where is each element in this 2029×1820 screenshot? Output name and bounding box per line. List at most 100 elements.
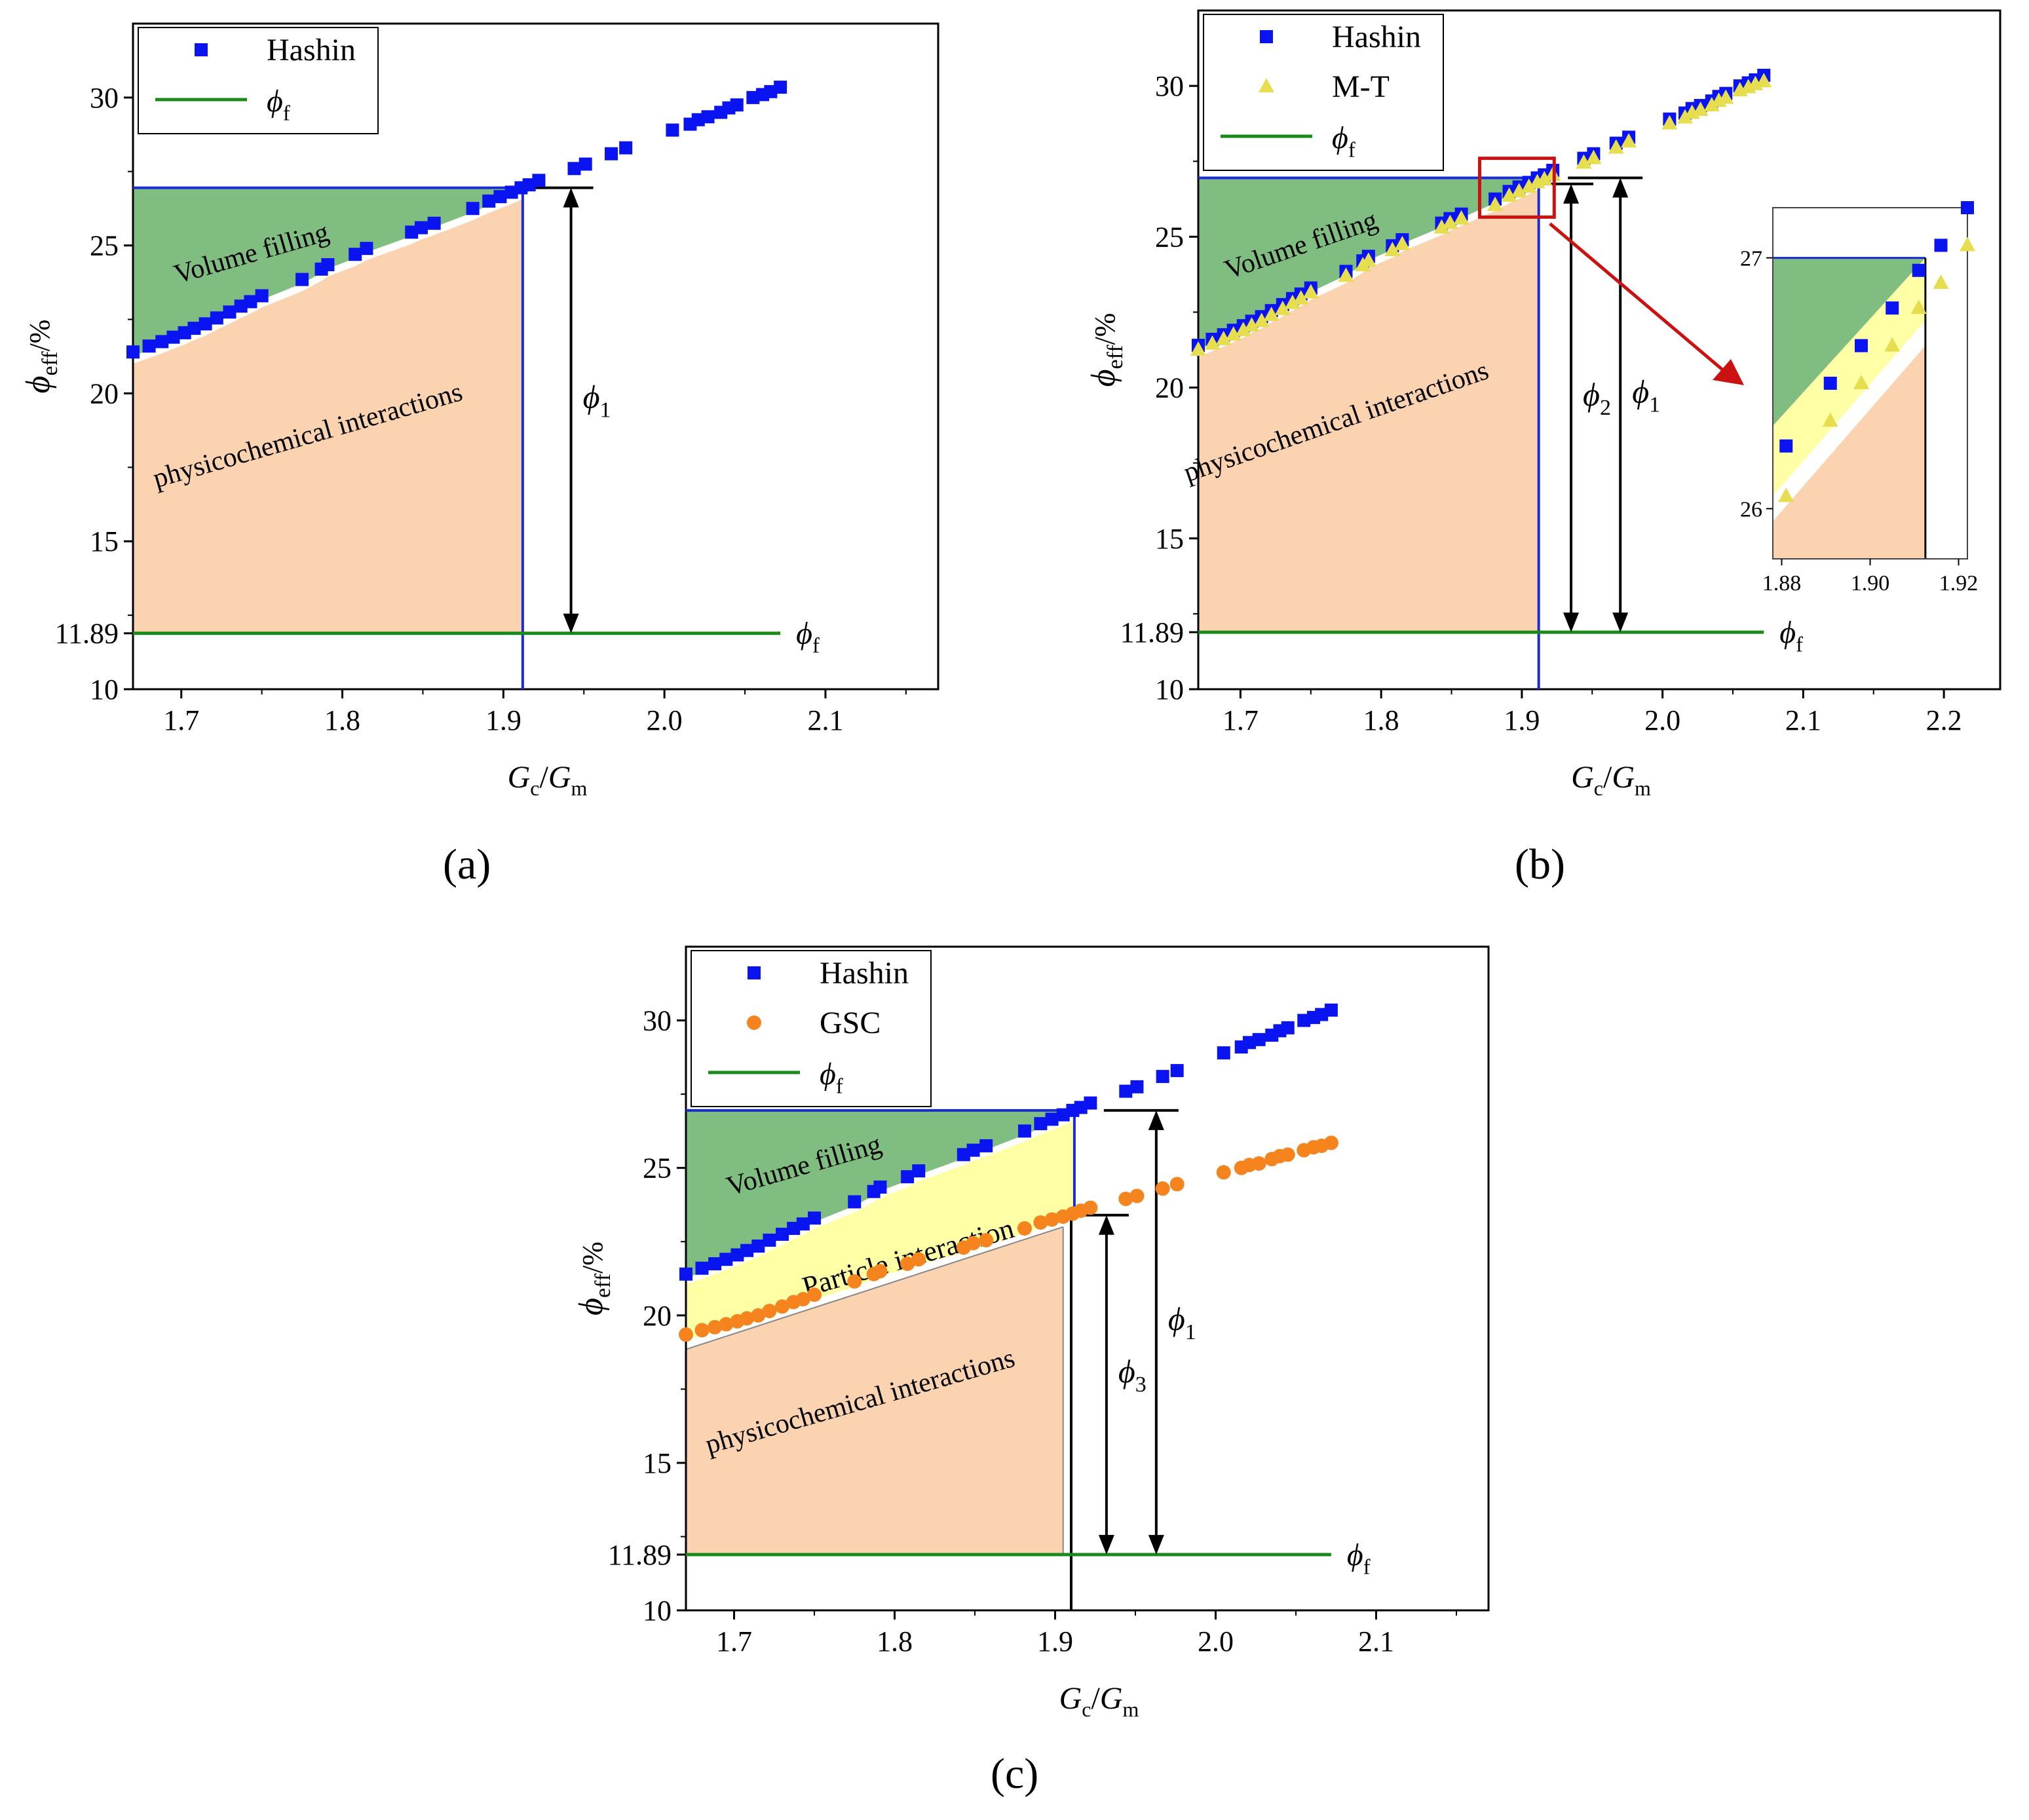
legend-phi-f-label: ϕf xyxy=(267,84,290,125)
gsc-point xyxy=(1323,1135,1338,1150)
mt-point xyxy=(1293,290,1309,305)
inset-particle-band xyxy=(1773,257,1925,497)
hashin-point xyxy=(751,1239,765,1253)
legend-entry-label: M-T xyxy=(1332,69,1390,104)
mt-point xyxy=(1284,294,1300,309)
zoom-arrow-head xyxy=(1713,359,1744,385)
hashin-point xyxy=(701,110,715,124)
hashin-point xyxy=(719,1253,733,1266)
gsc-point xyxy=(719,1317,734,1332)
x-tick-label: 2.2 xyxy=(1926,704,1962,736)
hashin-point xyxy=(349,248,362,261)
hashin-point xyxy=(679,1267,692,1281)
y-tick-label: 20 xyxy=(90,377,119,409)
hashin-point xyxy=(1045,1112,1059,1126)
legend-hashin-marker xyxy=(1260,30,1273,43)
y-tick-label: 30 xyxy=(90,82,119,114)
hashin-point xyxy=(808,1211,821,1225)
gsc-point xyxy=(679,1327,693,1342)
region-particle-interaction xyxy=(686,1120,1074,1340)
x-axis-title: Gc/Gm xyxy=(1571,760,1651,800)
legend-hashin-marker xyxy=(748,966,761,979)
inset-physicochemical xyxy=(1773,345,1925,559)
y-tick-label: 10 xyxy=(1155,673,1184,706)
arrow-label-1: ϕ1 xyxy=(1168,1300,1196,1344)
mt-point xyxy=(1225,326,1242,341)
mt-point xyxy=(1215,330,1232,345)
gsc-point xyxy=(1083,1200,1098,1215)
y-axis-title: ϕeff/% xyxy=(1085,313,1128,387)
mt-point xyxy=(1511,183,1527,198)
gsc-point xyxy=(1216,1165,1231,1180)
legend-gsc-marker xyxy=(747,1015,761,1030)
hashin-point xyxy=(774,81,787,94)
hashin-point xyxy=(493,190,507,204)
gsc-point xyxy=(1017,1221,1032,1236)
panel-label-b: (b) xyxy=(1515,841,1565,888)
y-tick-label: 20 xyxy=(643,1300,672,1332)
hashin-point xyxy=(966,1143,980,1157)
inset-mt-point xyxy=(1933,274,1949,289)
inset-hashin-point xyxy=(1961,201,1974,214)
gsc-point xyxy=(694,1323,710,1338)
x-tick-label: 2.1 xyxy=(1785,704,1821,736)
hashin-point xyxy=(1170,1064,1184,1078)
inset-mt-point xyxy=(1910,299,1927,314)
gsc-point xyxy=(1155,1181,1170,1196)
hashin-point xyxy=(901,1170,915,1184)
mt-point xyxy=(1608,139,1624,154)
mt-point xyxy=(1442,214,1458,229)
arrow-head-down xyxy=(563,613,579,634)
hashin-point xyxy=(1217,1046,1230,1060)
arrow-label-1: ϕ1 xyxy=(583,379,611,423)
gsc-point xyxy=(708,1319,723,1335)
hashin-point xyxy=(695,1261,709,1275)
mt-point xyxy=(1394,235,1411,250)
legend-hashin-marker xyxy=(195,43,208,56)
gsc-point xyxy=(900,1256,915,1271)
x-tick-label: 1.7 xyxy=(716,1625,752,1658)
legend-phi-f-label: ϕf xyxy=(1332,121,1356,162)
hashin-point xyxy=(414,221,428,235)
hashin-point xyxy=(666,123,679,137)
legend-entry-label: Hashin xyxy=(1332,20,1421,54)
gsc-point xyxy=(873,1264,888,1279)
gsc-point xyxy=(911,1252,926,1267)
y-tick-label: 15 xyxy=(643,1447,672,1479)
x-tick-label: 1.8 xyxy=(1363,704,1399,736)
mt-point xyxy=(1190,341,1206,356)
hashin-point xyxy=(1017,1124,1031,1138)
x-tick-label: 1.9 xyxy=(485,704,521,736)
arrow-head-up xyxy=(1148,1110,1164,1130)
legend-entry-label: Hashin xyxy=(820,956,909,991)
y-tick-label: 25 xyxy=(643,1152,672,1185)
hashin-point xyxy=(1252,1033,1266,1046)
hashin-point xyxy=(142,339,156,353)
chart-panel-b: 1.7 1.8 1.9 2.0 2.1 2.2 10 11.89 15 20 25 30 Gc/Gm ϕe… xyxy=(1085,9,2001,800)
arrow-head-down xyxy=(1098,1534,1114,1555)
mt-point xyxy=(1302,284,1319,299)
panel-label-a: (a) xyxy=(443,841,491,888)
x-tick-label: 1.8 xyxy=(877,1625,913,1658)
x-tick-label: 1.7 xyxy=(163,704,199,736)
inset-y-tick-label: 26 xyxy=(1740,497,1762,521)
y-tick-label: 30 xyxy=(643,1005,672,1037)
mt-point xyxy=(1204,335,1221,350)
inset-mt-point xyxy=(1853,375,1869,389)
inset-hashin-point xyxy=(1779,439,1793,453)
legend-entry-label: GSC xyxy=(820,1006,881,1040)
y-tick-label: 11.89 xyxy=(55,618,119,650)
gsc-point xyxy=(1033,1215,1048,1230)
mt-point xyxy=(1521,178,1537,193)
hashin-point xyxy=(796,1217,810,1231)
x-tick-label: 1.9 xyxy=(1504,704,1540,736)
x-tick-label: 2.1 xyxy=(807,704,843,736)
hashin-point xyxy=(912,1164,926,1178)
region-boundary-line xyxy=(685,1226,1064,1350)
mt-point xyxy=(1501,187,1517,202)
hashin-point xyxy=(466,202,480,216)
gsc-point xyxy=(775,1299,789,1314)
mt-point xyxy=(1756,73,1772,88)
y-tick-label: 20 xyxy=(1155,372,1184,404)
